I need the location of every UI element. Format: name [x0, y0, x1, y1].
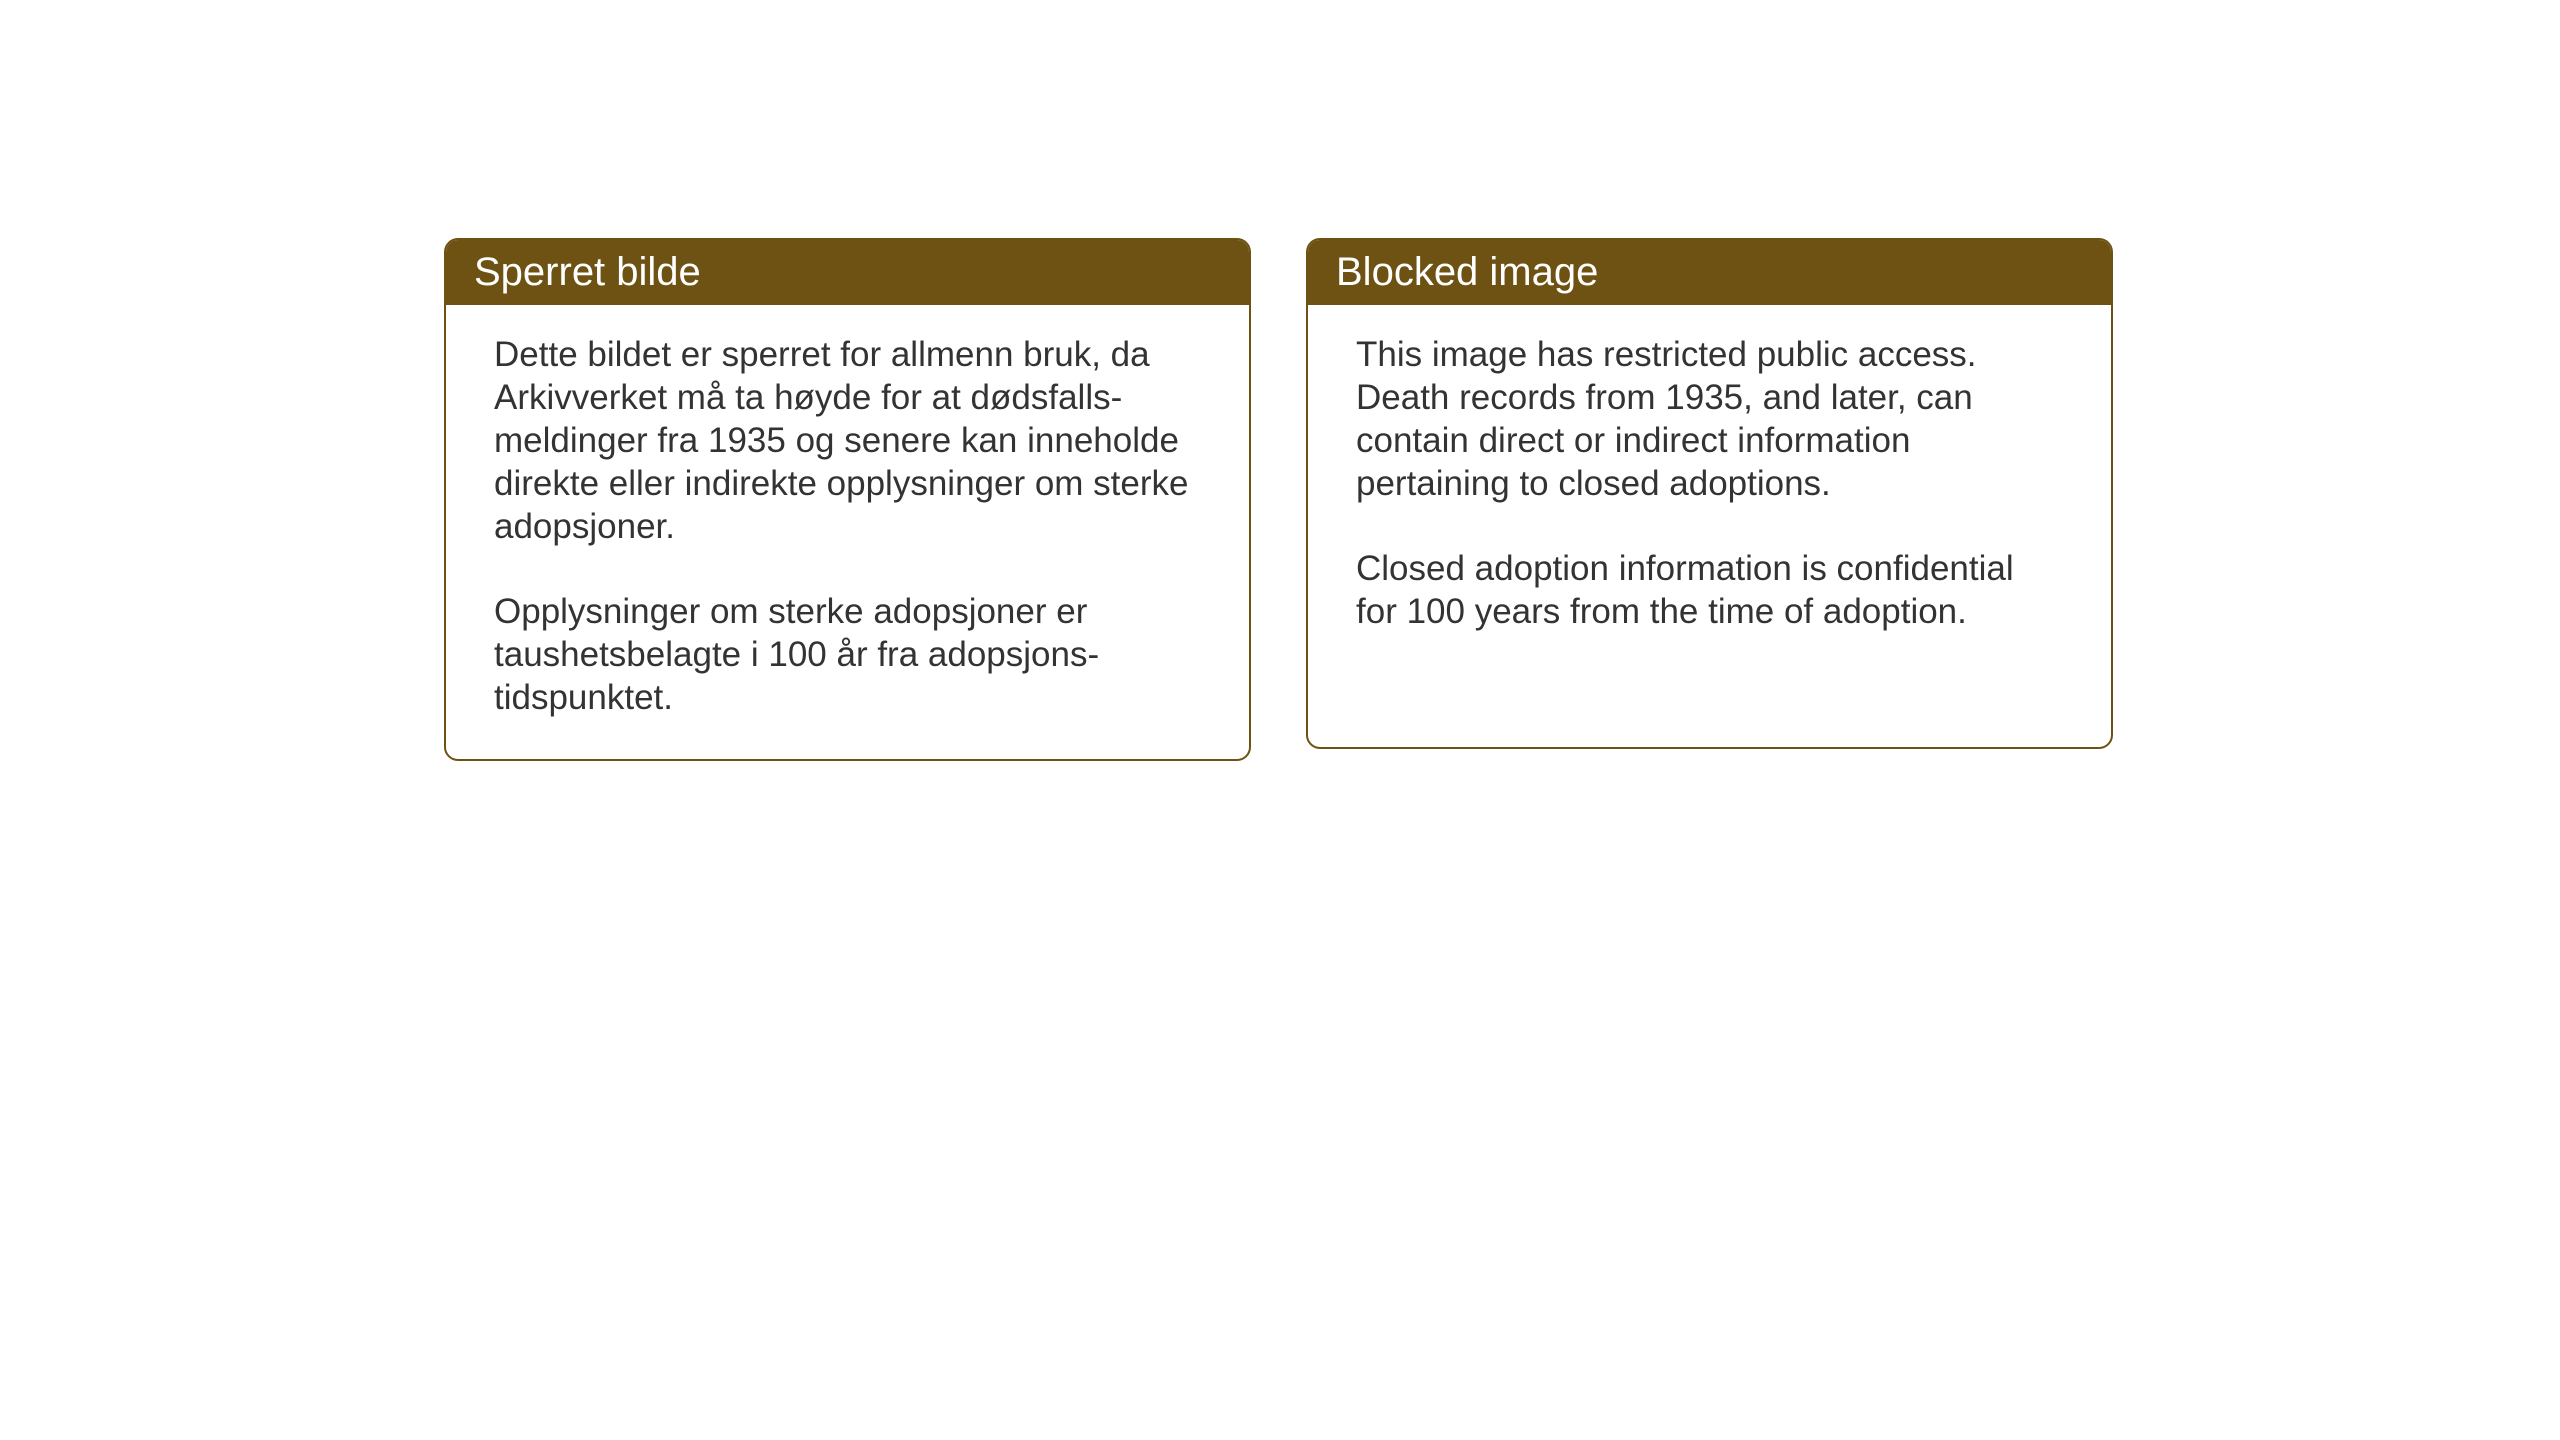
- notice-body-english: This image has restricted public access.…: [1308, 305, 2111, 673]
- notice-body-norwegian: Dette bildet er sperret for allmenn bruk…: [446, 305, 1249, 759]
- notice-paragraph-1-norwegian: Dette bildet er sperret for allmenn bruk…: [494, 333, 1201, 548]
- notice-box-norwegian: Sperret bilde Dette bildet er sperret fo…: [444, 238, 1251, 761]
- notice-paragraph-2-norwegian: Opplysninger om sterke adopsjoner er tau…: [494, 590, 1201, 719]
- notice-container: Sperret bilde Dette bildet er sperret fo…: [444, 238, 2113, 761]
- notice-box-english: Blocked image This image has restricted …: [1306, 238, 2113, 749]
- notice-paragraph-1-english: This image has restricted public access.…: [1356, 333, 2063, 505]
- notice-header-norwegian: Sperret bilde: [446, 240, 1249, 305]
- notice-header-english: Blocked image: [1308, 240, 2111, 305]
- notice-title-norwegian: Sperret bilde: [474, 250, 701, 294]
- notice-paragraph-2-english: Closed adoption information is confident…: [1356, 547, 2063, 633]
- notice-title-english: Blocked image: [1336, 250, 1598, 294]
